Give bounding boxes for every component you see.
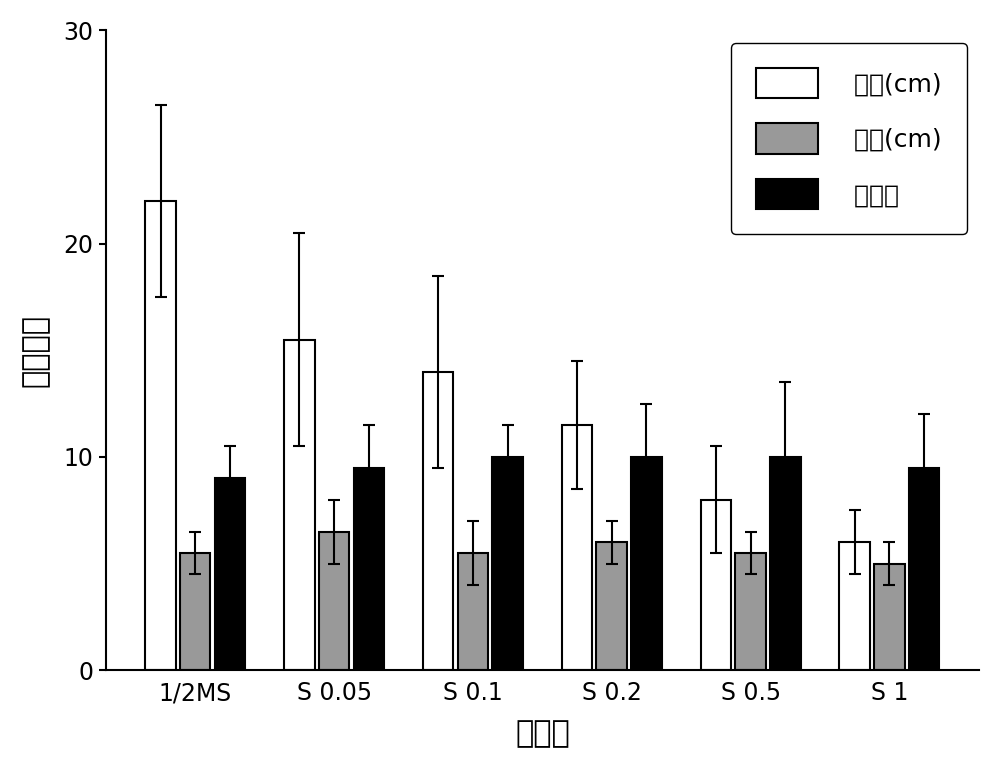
- Bar: [735, 553, 766, 670]
- Bar: [874, 564, 905, 670]
- Bar: [701, 500, 731, 670]
- Bar: [909, 468, 939, 670]
- Bar: [284, 340, 315, 670]
- Bar: [839, 542, 870, 670]
- X-axis label: 培养基: 培养基: [515, 719, 570, 748]
- Bar: [423, 371, 453, 670]
- Bar: [319, 531, 349, 670]
- Bar: [215, 478, 245, 670]
- Bar: [458, 553, 488, 670]
- Bar: [562, 425, 592, 670]
- Legend:   苗长(cm),   根长(cm),   根数目: 苗长(cm), 根长(cm), 根数目: [731, 43, 967, 235]
- Bar: [596, 542, 627, 670]
- Y-axis label: 生长状况: 生长状况: [21, 314, 50, 387]
- Bar: [180, 553, 210, 670]
- Bar: [145, 201, 176, 670]
- Bar: [631, 457, 662, 670]
- Bar: [354, 468, 384, 670]
- Bar: [770, 457, 801, 670]
- Bar: [492, 457, 523, 670]
